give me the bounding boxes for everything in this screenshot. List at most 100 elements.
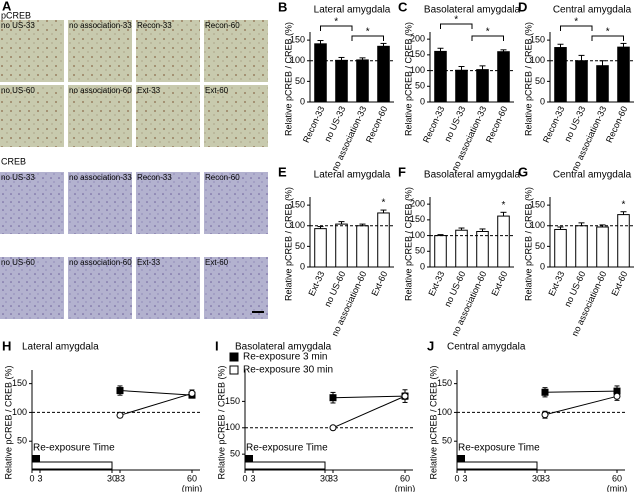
bar	[575, 225, 588, 268]
chart-title: Basolateral amygdala	[424, 170, 521, 181]
bar	[617, 46, 630, 103]
micrograph	[0, 20, 64, 82]
micrograph	[136, 85, 200, 147]
y-tick-label: 50	[295, 241, 305, 251]
y-axis-label: Relative pCREB / CREB (%)	[283, 187, 293, 301]
significance-mark: *	[382, 198, 386, 209]
chart-title: Central amygdala	[447, 342, 526, 353]
legend-swatch	[229, 352, 239, 362]
y-tick-label: 150	[410, 49, 425, 59]
y-tick-label: 100	[225, 422, 240, 432]
legend-label: Re-exposure 3 min	[243, 352, 327, 363]
micrograph-label: Recon-60	[205, 173, 240, 182]
significance-bracket	[471, 35, 504, 41]
significance-bracket	[320, 25, 353, 31]
y-tick-label: 0	[420, 96, 425, 106]
annotation: Re-exposure Time	[458, 443, 540, 454]
exposure-3min	[32, 455, 40, 462]
y-tick-label: 50	[17, 436, 27, 446]
y-tick-label: 150	[437, 378, 452, 388]
bar	[596, 226, 609, 268]
series-line	[119, 392, 193, 416]
micrograph	[0, 257, 64, 319]
bar	[434, 50, 447, 103]
section-title: CREB	[1, 156, 26, 166]
micrograph	[204, 257, 268, 319]
chart-title: Central amygdala	[553, 5, 632, 16]
y-tick-label: 50	[415, 246, 425, 256]
micrograph	[136, 20, 200, 82]
y-tick-label: 50	[535, 76, 545, 86]
y-tick-label: 200	[410, 199, 425, 209]
y-tick-label: 0	[540, 96, 545, 106]
micrograph	[136, 172, 200, 234]
y-axis-label: Relative pCREB / CREB (%)	[3, 365, 13, 479]
bar	[377, 212, 390, 268]
x-tick-label: Ext-60	[609, 270, 629, 298]
exposure-3min	[457, 455, 465, 462]
chart-title: Basolateral amygdala	[235, 342, 332, 353]
chart-title: Lateral amygdala	[314, 170, 391, 181]
x-tick-label: 60	[187, 473, 197, 483]
bar	[434, 235, 447, 268]
x-tick-label: Ext-33	[306, 270, 326, 298]
micrograph-label: Recon-33	[137, 21, 172, 30]
micrograph-label: Recon-33	[137, 173, 172, 182]
point	[613, 392, 621, 400]
x-tick-label: Ext-33	[546, 270, 566, 298]
x-tick-label: 30	[107, 473, 117, 483]
series-line	[119, 390, 193, 396]
point	[188, 389, 196, 397]
panel-label: C	[398, 0, 408, 14]
y-tick-label: 0	[300, 96, 305, 106]
annotation: Re-exposure Time	[246, 443, 328, 454]
bar	[335, 223, 348, 268]
x-unit: (min)	[182, 483, 203, 492]
point	[401, 392, 409, 400]
significance-mark: *	[486, 27, 490, 38]
x-tick-label: 33	[328, 473, 338, 483]
significance-bracket	[440, 23, 473, 29]
bar	[314, 43, 327, 103]
x-tick-label: 3	[250, 473, 255, 483]
y-tick-label: 50	[442, 436, 452, 446]
micrograph-label: no US-33	[1, 173, 35, 182]
chart-title: Basolateral amygdala	[424, 5, 521, 16]
x-tick-label: 0	[454, 473, 459, 483]
chart-title: Central amygdala	[553, 170, 632, 181]
micrograph-label: Ext-60	[205, 258, 229, 267]
y-tick-label: 50	[295, 76, 305, 86]
y-tick-label: 200	[410, 34, 425, 44]
bar	[497, 215, 510, 268]
x-unit: (min)	[395, 483, 416, 492]
legend-swatch	[229, 365, 239, 375]
x-tick-label: 3	[37, 473, 42, 483]
x-unit: (min)	[607, 483, 628, 492]
point	[116, 411, 124, 419]
panel-label: B	[278, 0, 287, 14]
panel-label: H	[2, 338, 11, 353]
exposure-3min	[245, 455, 253, 462]
panel-label: G	[518, 164, 528, 179]
bar	[617, 214, 630, 268]
significance-mark: *	[502, 200, 506, 211]
bar	[575, 60, 588, 103]
x-tick-label: Recon-60	[364, 105, 390, 145]
y-tick-label: 100	[12, 407, 27, 417]
panel-label: D	[518, 0, 527, 14]
micrograph-label: no US-60	[1, 86, 35, 95]
micrograph	[0, 172, 64, 234]
micrograph-label: no association-60	[69, 258, 132, 267]
bar	[314, 228, 327, 268]
section-title: pCREB	[1, 10, 31, 20]
x-tick-label: Recon-60	[484, 105, 510, 145]
x-tick-label: Ext-60	[369, 270, 389, 298]
exposure-30min	[244, 461, 326, 470]
y-tick-label: 100	[290, 220, 305, 230]
y-tick-label: 100	[530, 220, 545, 230]
y-tick-label: 50	[415, 81, 425, 91]
significance-mark: *	[622, 199, 626, 210]
significance-mark: *	[366, 27, 370, 38]
point	[541, 411, 549, 419]
